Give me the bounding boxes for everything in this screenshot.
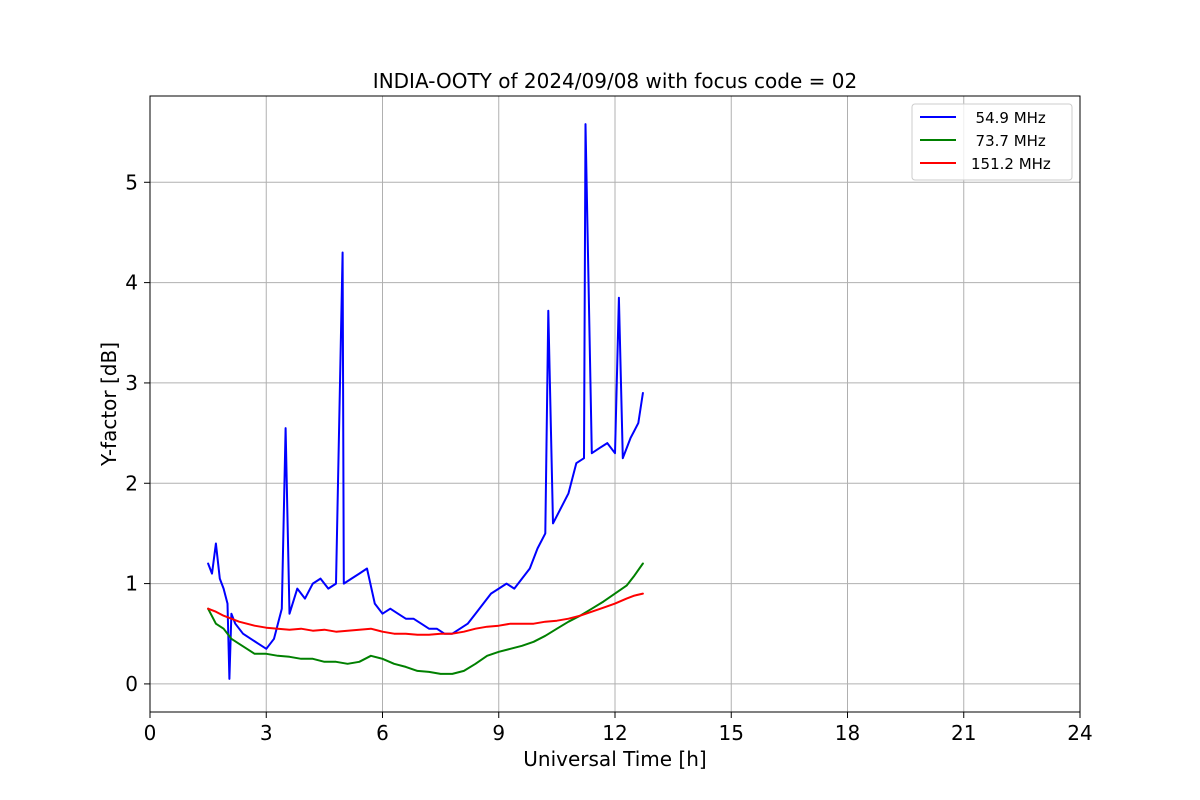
legend-label-151-2: 151.2 MHz [971,155,1051,173]
legend: 54.9 MHz 73.7 MHz 151.2 MHz [911,103,1073,181]
y-tick-label: 4 [125,271,138,295]
chart-title: INDIA-OOTY of 2024/09/08 with focus code… [373,69,857,93]
y-tick-label: 0 [125,672,138,696]
x-tick-label: 21 [951,721,976,745]
x-tick-label: 9 [492,721,505,745]
x-tick-label: 0 [144,721,157,745]
series-line-0 [207,123,644,680]
series-line-1 [207,562,644,675]
x-tick-label: 24 [1067,721,1092,745]
x-tick-label: 18 [835,721,860,745]
legend-label-54-9: 54.9 MHz [966,109,1046,127]
series-line-2 [207,592,644,636]
y-tick-label: 2 [125,471,138,495]
y-tick-label: 1 [125,572,138,596]
legend-label-73-7: 73.7 MHz [966,132,1046,150]
x-tick-label: 3 [260,721,273,745]
series-group [207,123,644,680]
y-tick-label: 5 [125,170,138,194]
x-tick-label: 15 [719,721,744,745]
legend-box [911,103,1073,181]
x-tick-label: 12 [602,721,627,745]
x-tick-label: 6 [376,721,389,745]
y-axis-label: Y-factor [dB] [97,342,121,467]
y-tick-label: 3 [125,371,138,395]
x-axis-label: Universal Time [h] [523,747,706,771]
